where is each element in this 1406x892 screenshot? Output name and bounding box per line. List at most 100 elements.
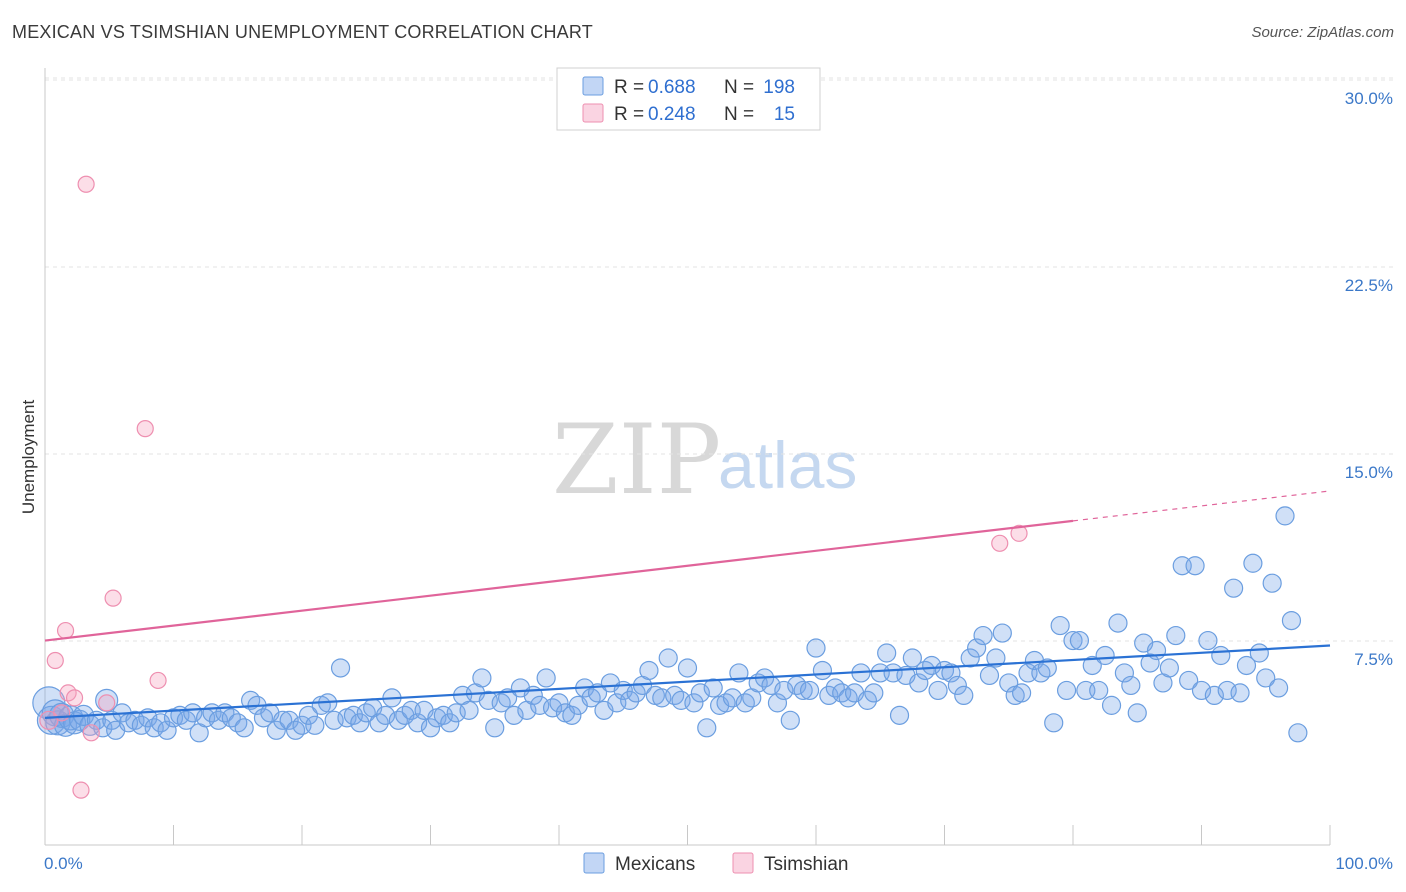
point-mexicans	[1114, 663, 1135, 683]
point-mexicans	[408, 713, 428, 733]
point-mexicans	[812, 660, 833, 681]
point-mexicans	[928, 680, 948, 701]
point-mexicans	[562, 705, 582, 725]
point-mexicans	[857, 690, 878, 710]
point-mexicans	[902, 648, 922, 668]
point-mexicans	[536, 668, 556, 688]
point-mexicans	[960, 648, 980, 668]
grid-lines	[45, 77, 1393, 642]
legend: R = 0.688 N = 198 R = 0.248 N = 15	[556, 67, 821, 131]
point-tsimshian	[53, 704, 71, 722]
point-mexicans	[330, 658, 351, 678]
point-tsimshian	[1010, 524, 1028, 542]
point-mexicans	[793, 680, 813, 701]
point-mexicans	[285, 720, 306, 740]
point-mexicans	[1108, 613, 1128, 633]
point-mexicans	[1275, 506, 1295, 526]
bottom-legend-label-tsimshian: Tsimshian	[764, 854, 848, 875]
point-mexicans	[780, 710, 800, 730]
point-mexicans	[298, 705, 319, 725]
point-mexicans	[992, 623, 1012, 643]
series-tsimshian	[39, 175, 1028, 799]
point-mexicans	[151, 713, 171, 733]
point-mexicans	[356, 703, 376, 723]
point-mexicans	[369, 713, 389, 733]
point-mexicans	[947, 675, 967, 696]
legend-n-label-1: N =	[724, 77, 754, 98]
point-mexicans	[922, 655, 942, 676]
point-mexicans	[491, 693, 511, 713]
bottom-legend-swatch-mexicans	[583, 852, 605, 874]
point-mexicans	[1185, 556, 1205, 576]
point-mexicans	[774, 680, 794, 701]
point-mexicans	[266, 720, 286, 740]
point-mexicans	[1288, 723, 1308, 743]
point-mexicans	[234, 718, 254, 738]
point-mexicans	[838, 688, 858, 708]
point-mexicans	[1268, 678, 1289, 698]
point-mexicans	[1140, 653, 1160, 673]
point-mexicans	[877, 643, 897, 663]
point-mexicans	[1159, 658, 1179, 678]
point-mexicans	[1230, 683, 1250, 703]
point-mexicans	[388, 710, 408, 730]
point-mexicans	[485, 718, 505, 738]
point-mexicans	[986, 648, 1006, 668]
bottom-legend: Mexicans Tsimshian	[583, 852, 848, 875]
point-mexicans	[1121, 675, 1141, 696]
point-mexicans	[677, 658, 698, 678]
trend-lines	[44, 490, 1331, 719]
point-mexicans	[440, 713, 460, 733]
point-mexicans	[1044, 713, 1064, 733]
legend-r-value-2: 0.248	[648, 104, 696, 125]
point-mexicans	[375, 705, 396, 725]
point-tsimshian	[46, 651, 64, 670]
trendline-tsimshian-extension	[1072, 490, 1331, 522]
point-mexicans	[889, 705, 910, 725]
legend-n-label-2: N =	[724, 104, 754, 125]
point-mexicans	[806, 638, 826, 658]
source-label: Source: ZipAtlas.com	[1251, 24, 1394, 41]
point-mexicans	[459, 700, 479, 720]
y-axis-label: Unemployment	[19, 400, 38, 515]
point-mexicans	[703, 678, 723, 698]
point-mexicans	[1211, 645, 1231, 666]
point-mexicans	[1050, 615, 1070, 636]
point-mexicans	[967, 638, 987, 658]
bottom-legend-swatch-tsimshian	[732, 852, 754, 874]
point-mexicans	[221, 708, 241, 728]
point-mexicans	[1063, 630, 1083, 651]
point-mexicans	[498, 688, 518, 708]
point-mexicans	[999, 673, 1019, 693]
point-mexicans	[1166, 625, 1186, 646]
point-mexicans	[1056, 680, 1077, 701]
point-mexicans	[973, 625, 993, 646]
chart-title: MEXICAN VS TSIMSHIAN UNEMPLOYMENT CORREL…	[12, 22, 593, 42]
point-mexicans	[722, 688, 743, 708]
bottom-legend-label-mexicans: Mexicans	[615, 854, 695, 875]
legend-swatch-mexicans	[582, 76, 604, 96]
point-mexicans	[1095, 645, 1115, 666]
point-mexicans	[420, 718, 441, 738]
legend-n-value-1: 198	[763, 77, 795, 98]
point-tsimshian	[991, 534, 1009, 552]
point-mexicans	[825, 678, 845, 698]
point-mexicans	[1069, 630, 1090, 651]
point-mexicans	[542, 698, 563, 718]
x-tick-label-min: 0.0%	[44, 854, 83, 873]
point-mexicans	[1224, 578, 1244, 598]
point-mexicans	[716, 693, 736, 713]
point-mexicans	[273, 710, 293, 730]
point-mexicans	[1243, 553, 1263, 573]
point-mexicans	[684, 693, 704, 713]
legend-r-value-1: 0.688	[648, 77, 696, 98]
point-mexicans	[176, 710, 196, 730]
point-mexicans	[102, 710, 122, 730]
point-mexicans	[1281, 610, 1302, 631]
watermark-atlas: atlas	[718, 428, 857, 502]
point-mexicans	[1031, 663, 1051, 683]
point-mexicans	[658, 648, 678, 668]
point-tsimshian	[149, 671, 167, 690]
point-mexicans	[1204, 685, 1224, 706]
legend-r-label-2: R =	[614, 104, 644, 125]
